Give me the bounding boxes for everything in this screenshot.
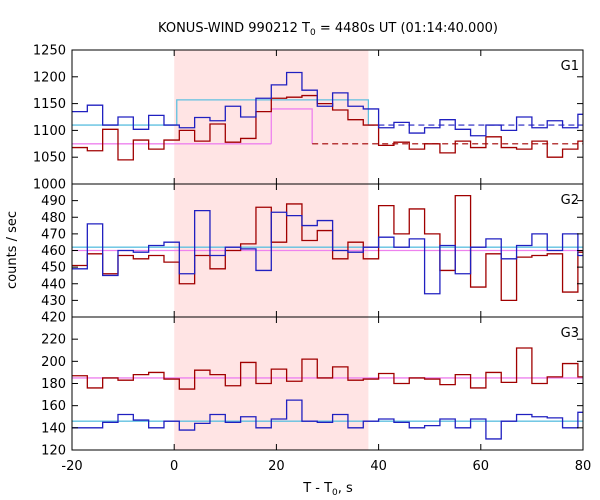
chart-title: KONUS-WIND 990212 T0 = 4480s UT (01:14:4… (158, 21, 498, 38)
panel-label: G1 (561, 59, 579, 74)
y-tick-label: 430 (41, 294, 66, 309)
x-tick-label: 60 (473, 459, 490, 474)
y-tick-label: 470 (41, 227, 66, 242)
y-tick-label: 160 (41, 399, 66, 414)
y-tick-label: 200 (41, 355, 66, 370)
y-tick-label: 1200 (33, 70, 66, 85)
y-tick-label: 1100 (33, 124, 66, 139)
panel-plot-area (72, 71, 583, 161)
histogram-red (72, 347, 583, 390)
background-fit-blue-step (176, 99, 370, 126)
y-axis-label: counts / sec (5, 211, 20, 289)
y-tick-label: 220 (41, 333, 66, 348)
panel-g1: 1000 1050 1100 1150 1200 1250 G1 (33, 44, 584, 193)
y-tick-label: 1250 (33, 44, 66, 59)
y-tick-label: 450 (41, 261, 66, 276)
x-tick-label: 40 (370, 459, 387, 474)
y-tick-label: 140 (41, 421, 66, 436)
x-tick-label: 20 (268, 459, 285, 474)
y-tick-label: 1050 (33, 151, 66, 166)
background-fit-red-step (270, 108, 313, 144)
histogram-blue (72, 71, 583, 137)
y-tick-label: 490 (41, 194, 66, 209)
y-tick-label: 120 (41, 444, 66, 459)
y-tick-label: 440 (41, 277, 66, 292)
panel-label: G2 (561, 193, 579, 208)
x-tick-label: 80 (575, 459, 592, 474)
histogram-blue (72, 399, 583, 440)
x-axis-label: T - T0, s (302, 481, 353, 498)
y-tick-label: 480 (41, 211, 66, 226)
panel-plot-area (72, 194, 583, 302)
y-tick-label: 1000 (33, 178, 66, 193)
y-tick-label: 1150 (33, 97, 66, 112)
x-tick-label: 0 (170, 459, 178, 474)
y-tick-label: 180 (41, 377, 66, 392)
x-tick-label: -20 (61, 459, 82, 474)
histogram-blue (72, 209, 583, 295)
y-tick-label: 460 (41, 244, 66, 259)
panel-g3: 120 140 160 180 200 220 G3 (41, 316, 584, 459)
y-tick-label: 420 (41, 311, 66, 326)
panel-label: G3 (561, 326, 579, 341)
panel-plot-area (72, 347, 583, 440)
panels-group: 100010501100115012001250G142043044045046… (33, 44, 591, 475)
